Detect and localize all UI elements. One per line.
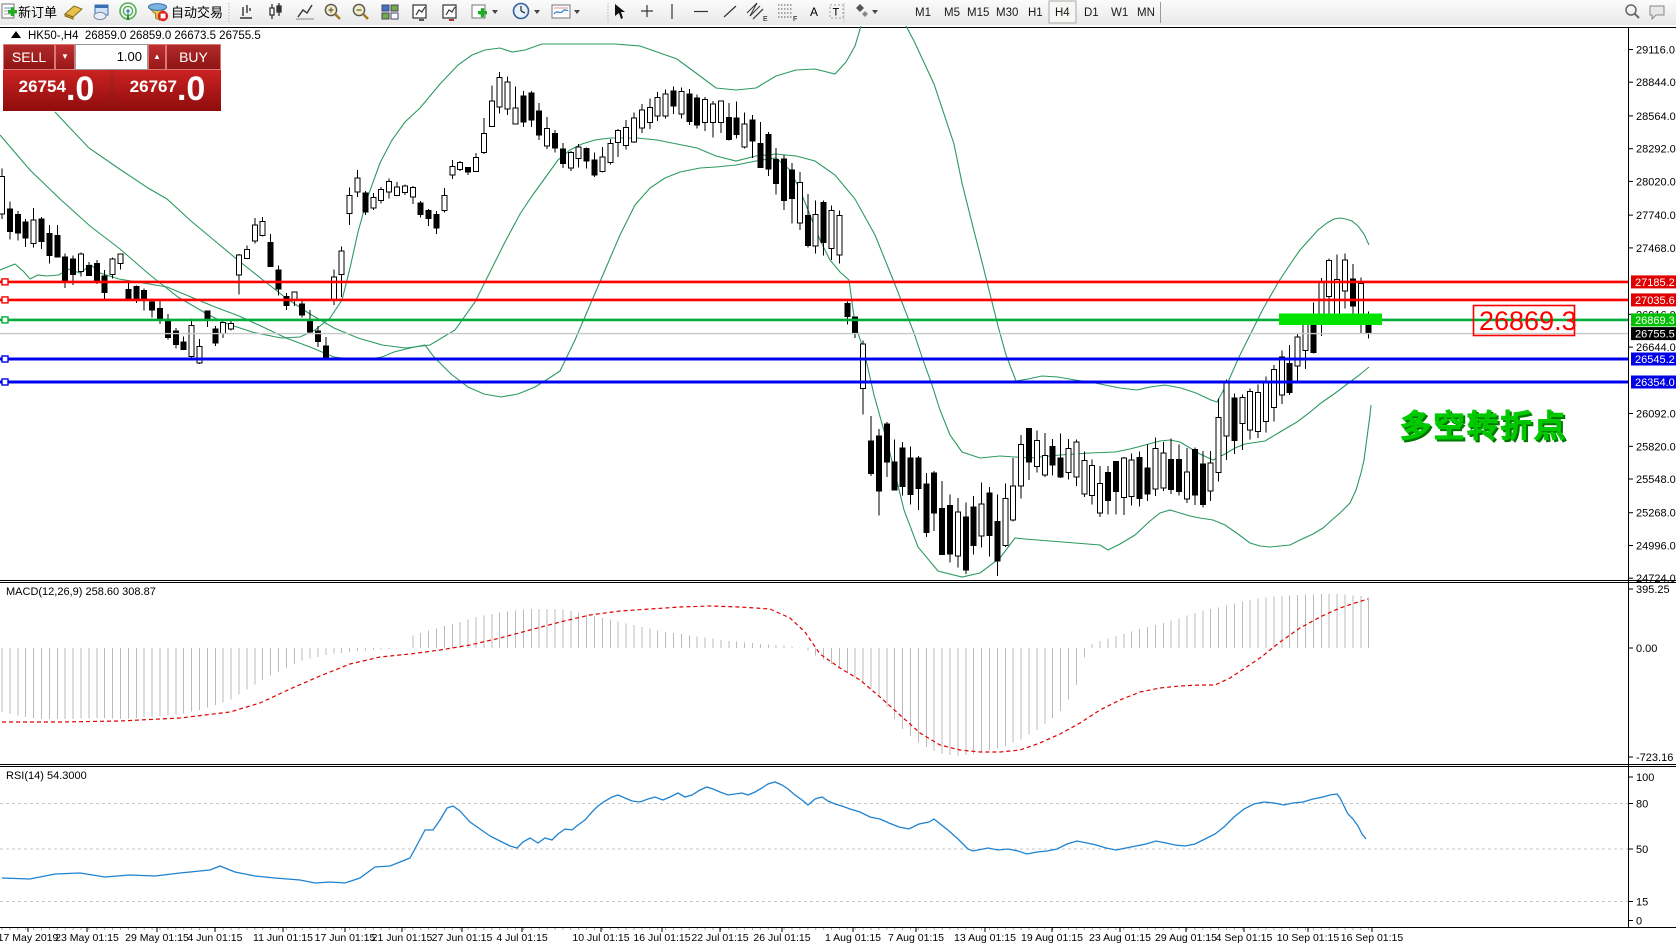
svg-text:RSI(14) 54.3000: RSI(14) 54.3000 <box>6 770 87 782</box>
svg-text:M5: M5 <box>944 7 960 19</box>
svg-text:M15: M15 <box>967 7 989 19</box>
svg-text:27035.6: 27035.6 <box>1635 295 1675 307</box>
svg-text:24996.0: 24996.0 <box>1636 541 1676 553</box>
svg-text:H1: H1 <box>1028 7 1043 19</box>
svg-text:10 Jul 01:15: 10 Jul 01:15 <box>572 932 629 944</box>
svg-text:多空转折点: 多空转折点 <box>1400 409 1568 444</box>
svg-text:27740.0: 27740.0 <box>1636 210 1676 222</box>
svg-text:28020.0: 28020.0 <box>1636 176 1676 188</box>
svg-text:1 Aug 01:15: 1 Aug 01:15 <box>825 932 881 944</box>
svg-text:26869.3: 26869.3 <box>1635 315 1675 327</box>
svg-text:E: E <box>763 16 768 23</box>
svg-text:23 Aug 01:15: 23 Aug 01:15 <box>1089 932 1151 944</box>
svg-text:MN: MN <box>1137 7 1155 19</box>
svg-text:27185.2: 27185.2 <box>1635 277 1675 289</box>
svg-text:4 Jul 01:15: 4 Jul 01:15 <box>496 932 548 944</box>
svg-text:27 Jun 01:15: 27 Jun 01:15 <box>432 932 493 944</box>
svg-text:28564.0: 28564.0 <box>1636 111 1676 123</box>
svg-text:29 Aug 01:15: 29 Aug 01:15 <box>1155 932 1217 944</box>
svg-text:80: 80 <box>1636 799 1648 811</box>
svg-text:19 Aug 01:15: 19 Aug 01:15 <box>1021 932 1083 944</box>
svg-text:17 Jun 01:15: 17 Jun 01:15 <box>315 932 376 944</box>
svg-text:395.25: 395.25 <box>1636 584 1670 596</box>
svg-text:21 Jun 01:15: 21 Jun 01:15 <box>372 932 433 944</box>
svg-text:-723.16: -723.16 <box>1636 752 1673 764</box>
svg-text:50: 50 <box>1636 844 1648 856</box>
svg-text:D1: D1 <box>1084 7 1099 19</box>
svg-text:27468.0: 27468.0 <box>1636 243 1676 255</box>
svg-text:26869.3: 26869.3 <box>1479 306 1577 336</box>
svg-text:26545.2: 26545.2 <box>1635 354 1675 366</box>
svg-text:25268.0: 25268.0 <box>1636 508 1676 520</box>
svg-text:A: A <box>810 5 818 19</box>
svg-text:新订单: 新订单 <box>18 5 57 20</box>
svg-text:0: 0 <box>1636 916 1642 928</box>
svg-text:T: T <box>833 7 840 19</box>
svg-text:26755.5: 26755.5 <box>1635 329 1675 341</box>
svg-text:HK50-,H4 26859.0 26859.0 2667: HK50-,H4 26859.0 26859.0 26673.5 26755.5 <box>28 30 261 42</box>
svg-text:26644.0: 26644.0 <box>1636 342 1676 354</box>
svg-text:23 May 01:15: 23 May 01:15 <box>55 932 119 944</box>
svg-text:13 Aug 01:15: 13 Aug 01:15 <box>954 932 1016 944</box>
svg-text:M30: M30 <box>996 7 1018 19</box>
svg-text:22 Jul 01:15: 22 Jul 01:15 <box>691 932 748 944</box>
svg-text:100: 100 <box>1636 772 1654 784</box>
svg-text:17 May 2019: 17 May 2019 <box>0 932 59 944</box>
svg-text:24724.0: 24724.0 <box>1636 573 1676 585</box>
svg-text:25820.0: 25820.0 <box>1636 441 1676 453</box>
svg-text:M1: M1 <box>915 7 931 19</box>
svg-text:26354.0: 26354.0 <box>1635 377 1675 389</box>
svg-text:28844.0: 28844.0 <box>1636 77 1676 89</box>
svg-text:29 May 01:15: 29 May 01:15 <box>125 932 189 944</box>
svg-text:16 Jul 01:15: 16 Jul 01:15 <box>633 932 690 944</box>
svg-text:4 Sep 01:15: 4 Sep 01:15 <box>1216 932 1273 944</box>
svg-text:自动交易: 自动交易 <box>171 5 223 20</box>
svg-text:26 Jul 01:15: 26 Jul 01:15 <box>753 932 810 944</box>
svg-text:4 Jun 01:15: 4 Jun 01:15 <box>188 932 243 944</box>
svg-text:F: F <box>793 16 797 23</box>
svg-text:7 Aug 01:15: 7 Aug 01:15 <box>888 932 944 944</box>
svg-text:11 Jun 01:15: 11 Jun 01:15 <box>253 932 313 944</box>
svg-text:28292.0: 28292.0 <box>1636 144 1676 156</box>
svg-text:15: 15 <box>1636 897 1648 909</box>
svg-text:H4: H4 <box>1055 7 1070 19</box>
svg-text:26092.0: 26092.0 <box>1636 409 1676 421</box>
svg-text:29116.0: 29116.0 <box>1636 45 1675 57</box>
svg-text:16 Sep 01:15: 16 Sep 01:15 <box>1341 932 1404 944</box>
svg-text:25548.0: 25548.0 <box>1636 474 1676 486</box>
svg-text:W1: W1 <box>1111 7 1128 19</box>
svg-text:0.00: 0.00 <box>1636 643 1657 655</box>
svg-text:10 Sep 01:15: 10 Sep 01:15 <box>1277 932 1340 944</box>
svg-text:MACD(12,26,9) 258.60 308.87: MACD(12,26,9) 258.60 308.87 <box>6 586 156 598</box>
